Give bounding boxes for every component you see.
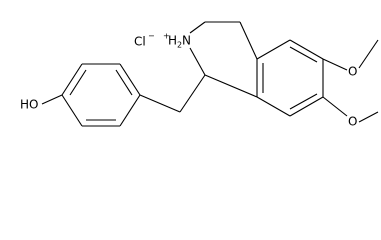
double-bond	[289, 46, 318, 63]
page: {"labels": {"chloride": "Cl", "chloride_…	[20, 21, 379, 129]
bond	[61, 63, 83, 96]
double-bond	[69, 69, 87, 96]
bond	[358, 39, 379, 69]
subscript-label: 2	[177, 41, 182, 50]
double-bond	[289, 93, 318, 110]
charge-label: −	[148, 32, 155, 41]
charge-label: +	[163, 32, 170, 41]
atom-label: O	[348, 65, 357, 79]
bonds	[41, 21, 379, 127]
bond	[189, 21, 206, 34]
bond	[322, 96, 348, 117]
atom-label: O	[348, 115, 357, 129]
bond	[189, 47, 206, 76]
bond	[322, 58, 348, 71]
bond	[239, 21, 258, 60]
structure-diagram: Cl − + H 2 N O O HO	[20, 21, 379, 129]
bond	[256, 96, 291, 117]
bond	[139, 94, 181, 113]
bond	[119, 63, 141, 96]
atom-label: H	[168, 34, 177, 48]
chloride-label: Cl	[134, 35, 146, 49]
atom-label: N	[182, 34, 191, 48]
bond	[41, 94, 63, 105]
atom-labels: Cl − + H 2 N O O HO	[20, 32, 357, 129]
double-bond	[115, 69, 133, 96]
bond	[61, 94, 83, 127]
bond	[179, 74, 206, 113]
bond	[204, 74, 258, 98]
atom-label: HO	[20, 98, 38, 112]
bond	[119, 94, 141, 127]
bond	[289, 96, 324, 117]
bond	[358, 111, 379, 123]
bond	[256, 39, 291, 60]
bond	[289, 39, 324, 60]
